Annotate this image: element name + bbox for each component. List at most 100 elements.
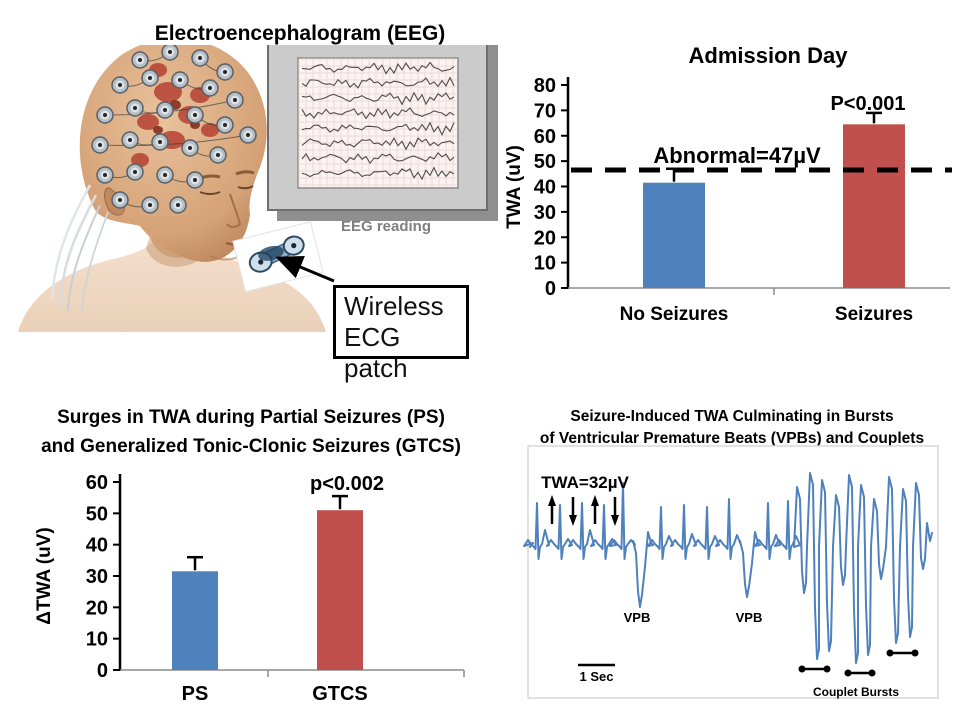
twa-surges-chart: Surges in TWA during Partial Seizures (P…	[34, 407, 465, 705]
electrode-center	[128, 138, 132, 142]
y-tick-label: 40	[86, 535, 108, 557]
ecg-panel-border	[527, 445, 939, 699]
p-value-label: p<0.002	[310, 473, 384, 495]
eeg-trace-row	[301, 152, 455, 165]
electrode-center	[246, 133, 250, 137]
hanging-wire	[58, 194, 98, 306]
eeg-trace-row	[301, 76, 455, 89]
patch-label-line2: ECG patch	[344, 322, 408, 383]
couplet-bursts-label: Couplet Bursts	[813, 685, 899, 699]
electrode-center	[138, 58, 142, 62]
couplet-marker-dot	[844, 669, 852, 677]
twa-arrowhead	[569, 515, 577, 526]
eeg-grid	[298, 58, 457, 187]
electrode-center	[163, 108, 167, 112]
electrode-center	[133, 106, 137, 110]
electrode-center	[163, 173, 167, 177]
y-tick-label: 10	[534, 253, 556, 275]
y-axis-label: TWA (uV)	[504, 145, 525, 229]
eeg-electrodes	[91, 45, 257, 214]
y-tick-label: 60	[86, 472, 108, 494]
eeg-reading-label: EEG reading	[341, 218, 431, 235]
chart-title: Admission Day	[689, 43, 849, 68]
x-category-label: No Seizures	[620, 304, 729, 325]
electrode-center	[103, 113, 107, 117]
eyebrow-right	[235, 170, 255, 176]
y-tick-label: 80	[534, 75, 556, 97]
eeg-trace-row	[301, 121, 455, 136]
y-tick-label: 50	[86, 503, 108, 525]
electrode-center	[148, 76, 152, 80]
head	[79, 45, 267, 262]
y-tick-label: 10	[86, 629, 108, 651]
bar-gtcs	[317, 510, 363, 670]
hanging-wire	[50, 184, 92, 301]
eeg-trace-row	[301, 107, 455, 120]
threshold-label: Abnormal=47µV	[653, 143, 821, 168]
eeg-trace-row	[301, 166, 455, 181]
electrode-center	[98, 143, 102, 147]
red-patch	[137, 114, 159, 130]
patch-dot-left	[258, 259, 264, 265]
y-tick-label: 40	[534, 177, 556, 199]
electrode-center	[223, 123, 227, 127]
ecg-strip-chart: Seizure-Induced TWA Culminating in Burst…	[523, 408, 939, 699]
electrode-center	[103, 173, 107, 177]
bar-no-seizures	[643, 182, 705, 288]
electrode-center	[188, 146, 192, 150]
neck-shadow	[146, 236, 196, 267]
nose	[226, 193, 242, 228]
electrode-center	[208, 86, 212, 90]
couplet-marker-dot	[798, 665, 806, 673]
x-category-label: PS	[182, 683, 209, 705]
chart-title: of Ventricular Premature Beats (VPBs) an…	[540, 430, 924, 447]
couplet-marker-dot	[911, 649, 919, 657]
torso	[18, 236, 326, 332]
chart-title: and Generalized Tonic-Clonic Seizures (G…	[41, 436, 461, 457]
eeg-panel-title: Electroencephalogram (EEG)	[154, 22, 446, 45]
patch-dot-right	[291, 243, 297, 249]
wireless-ecg-patch-label-box: Wireless ECG patch	[333, 285, 469, 383]
electrode-center	[178, 78, 182, 82]
eeg-monitor	[267, 45, 498, 221]
couplet-marker-dot	[823, 665, 831, 673]
chart-title: Seizure-Induced TWA Culminating in Burst…	[570, 408, 893, 425]
eye-left	[199, 191, 221, 195]
eeg-trace-row	[301, 91, 455, 106]
y-tick-label: 20	[86, 597, 108, 619]
twa-arrowhead	[611, 515, 619, 526]
y-tick-label: 0	[97, 660, 108, 682]
ecg-trace	[523, 472, 933, 664]
electrode-center	[158, 140, 162, 144]
electrode-center	[133, 170, 137, 174]
electrode-center	[168, 50, 172, 54]
twa-value-label: TWA=32µV	[541, 473, 629, 492]
electrode-wire	[99, 134, 249, 147]
electrode-center	[193, 113, 197, 117]
electrode-center	[193, 178, 197, 182]
electrode-center	[118, 83, 122, 87]
vpb-label: VPB	[736, 610, 763, 625]
patch-label-line1: Wireless	[344, 291, 444, 321]
y-tick-label: 60	[534, 126, 556, 148]
y-tick-label: 70	[534, 100, 556, 122]
y-tick-label: 30	[534, 202, 556, 224]
x-category-label: Seizures	[835, 304, 913, 325]
couplet-marker-dot	[868, 669, 876, 677]
twa-arrowhead	[548, 495, 556, 506]
y-tick-label: 50	[534, 151, 556, 173]
y-tick-label: 20	[534, 227, 556, 249]
time-scale-label: 1 Sec	[580, 669, 614, 684]
hanging-wires	[50, 184, 109, 313]
bar-seizures	[843, 124, 905, 288]
hanging-wire	[81, 211, 109, 313]
couplet-marker-dot	[886, 649, 894, 657]
y-tick-label: 30	[86, 566, 108, 588]
patch-arrow	[275, 255, 335, 283]
chart-title: Surges in TWA during Partial Seizures (P…	[57, 407, 445, 428]
electrode-center	[198, 56, 202, 60]
electrode-center	[148, 203, 152, 207]
admission-day-chart: Admission Day 0 10 20 30 40 50 60 70 80 TWA (uV) Ab…	[504, 43, 952, 325]
eeg-trace-row	[301, 136, 455, 151]
